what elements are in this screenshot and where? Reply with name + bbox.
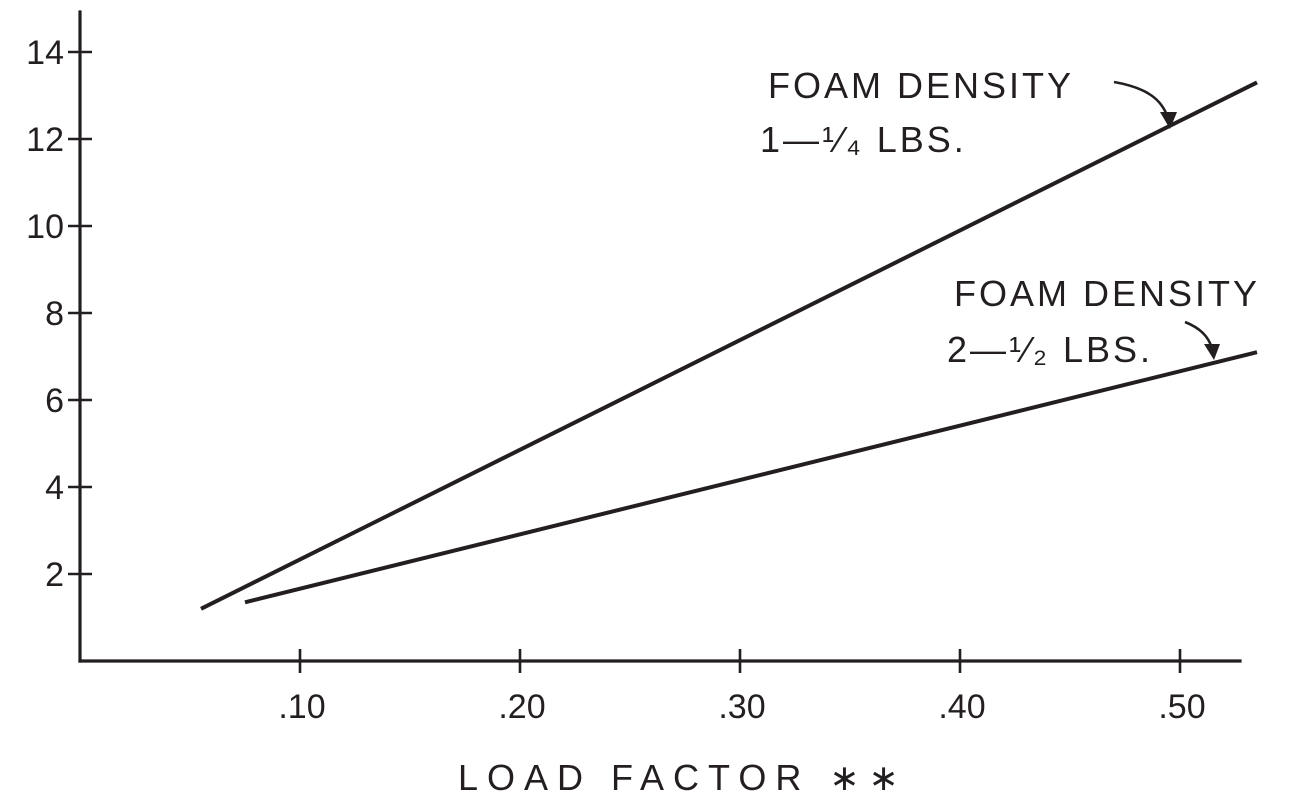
y-tick-label: 10 — [26, 208, 64, 246]
series-1-annotation: FOAM DENSITY 1—¹⁄₄ LBS. — [760, 65, 1177, 160]
x-tick-label: .10 — [278, 688, 325, 726]
x-tick-label: .20 — [498, 688, 545, 726]
series-line-1 — [200, 80, 1258, 611]
series-1-label-line-1: FOAM DENSITY — [768, 65, 1074, 106]
series-1-leader-arrow — [1113, 80, 1170, 119]
y-tick-label: 4 — [45, 469, 64, 507]
y-tick-label: 14 — [26, 34, 64, 72]
y-tick-label: 6 — [45, 382, 64, 420]
x-tick-label: .40 — [938, 688, 985, 726]
x-tick-label: .50 — [1158, 688, 1205, 726]
series-line-2 — [244, 350, 1258, 605]
series-1-arrowhead — [1160, 112, 1177, 129]
x-tick-label: .30 — [718, 688, 765, 726]
y-tick-label: 2 — [45, 556, 64, 594]
tick-labels: 2 4 6 8 10 12 14 .10 .20 .30 .40 .50 — [26, 34, 1205, 726]
x-axis-title: LOAD FACTOR ∗∗ — [458, 757, 908, 798]
series-2-arrowhead — [1204, 344, 1220, 360]
series-1-label-line-2: 1—¹⁄₄ LBS. — [760, 119, 967, 160]
y-tick-label: 12 — [26, 121, 64, 159]
y-tick-label: 8 — [45, 295, 64, 333]
series-2-label-line-1: FOAM DENSITY — [954, 273, 1260, 314]
series-2-annotation: FOAM DENSITY 2—¹⁄₂ LBS. — [947, 273, 1260, 370]
series-2-label-line-2: 2—¹⁄₂ LBS. — [947, 329, 1153, 370]
series-lines — [200, 80, 1258, 611]
